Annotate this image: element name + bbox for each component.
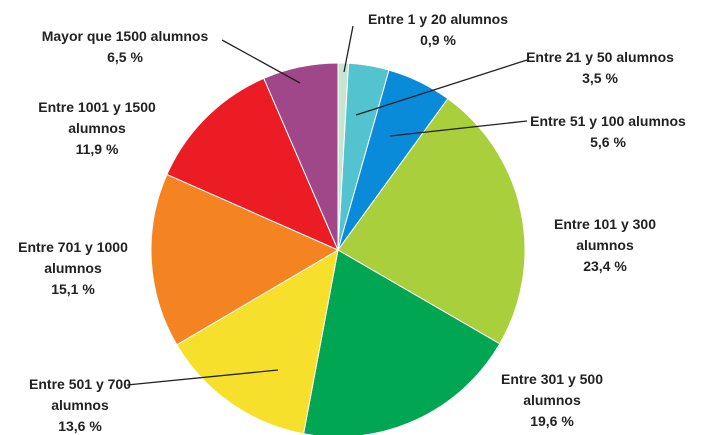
value-label: 13,6 % <box>58 418 102 434</box>
slice-label: Entre 301 y 500 alumnos 19,6 % <box>487 369 617 432</box>
value-label: 0,9 % <box>420 32 456 48</box>
slice-label: Entre 501 y 700 alumnos 13,6 % <box>15 374 145 435</box>
value-label: 6,5 % <box>107 49 143 65</box>
category-label: Entre 501 y 700 alumnos <box>29 376 131 413</box>
value-label: 23,4 % <box>583 258 627 274</box>
leader-line <box>389 120 528 137</box>
slice-label: Entre 1 y 20 alumnos 0,9 % <box>338 9 538 51</box>
slice-label: Entre 701 y 1000 alumnos 15,1 % <box>8 237 138 300</box>
value-label: 3,5 % <box>582 70 618 86</box>
slice-label: Entre 1001 y 1500 alumnos 11,9 % <box>32 97 162 160</box>
slice-label: Entre 51 y 100 alumnos 5,6 % <box>508 111 708 153</box>
value-label: 11,9 % <box>75 141 119 157</box>
leader-line <box>355 59 528 116</box>
pie-slice <box>150 173 340 346</box>
category-label: Entre 701 y 1000 alumnos <box>18 239 128 276</box>
slice-label: Entre 101 y 300 alumnos 23,4 % <box>540 214 670 277</box>
category-label: Mayor que 1500 alumnos <box>41 28 209 44</box>
category-label: Entre 51 y 100 alumnos <box>530 113 686 129</box>
value-label: 19,6 % <box>530 413 574 429</box>
value-label: 5,6 % <box>590 134 626 150</box>
pie-slice <box>166 77 339 251</box>
slice-label: Entre 21 y 50 alumnos 3,5 % <box>500 47 700 89</box>
leader-line <box>126 369 279 386</box>
pie-slice <box>337 97 526 345</box>
category-label: Entre 301 y 500 alumnos <box>501 371 603 408</box>
leader-line <box>343 25 354 73</box>
pie-slice <box>263 62 339 251</box>
value-label: 15,1 % <box>51 281 95 297</box>
pie-slice <box>176 249 339 435</box>
category-label: Entre 101 y 300 alumnos <box>554 216 656 253</box>
leader-line <box>221 39 301 84</box>
category-label: Entre 1 y 20 alumnos <box>367 11 509 27</box>
slice-label: Mayor que 1500 alumnos 6,5 % <box>15 26 235 68</box>
category-label: Entre 21 y 50 alumnos <box>526 49 674 65</box>
category-label: Entre 1001 y 1500 alumnos <box>38 99 156 136</box>
pie-slice <box>302 249 501 435</box>
